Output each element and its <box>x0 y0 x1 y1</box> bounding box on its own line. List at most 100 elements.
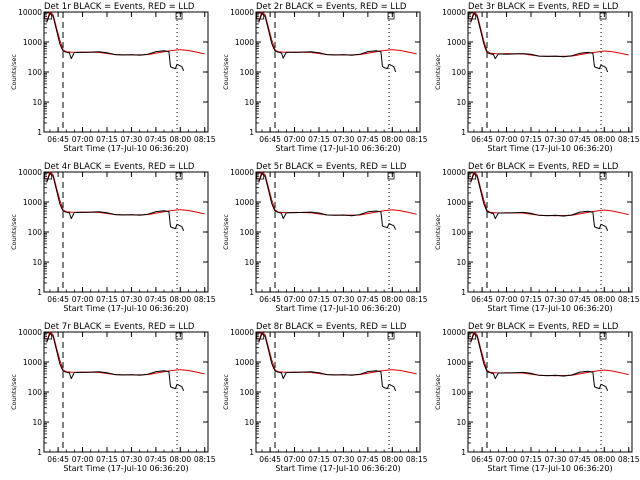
y-tick-label: 100 <box>452 68 467 77</box>
y-tick-label: 10000 <box>442 328 466 337</box>
box-marker-end <box>387 332 395 340</box>
detector-panel: Det 2r BLACK = Events, RED = LLD 1 10 100 10… <box>222 2 428 153</box>
y-tick-label: 1000 <box>23 358 42 367</box>
x-tick-label: 08:15 <box>194 455 216 464</box>
x-tick-label: 07:30 <box>545 455 567 464</box>
x-tick-label: 08:15 <box>194 135 216 144</box>
x-tick-label: 07:30 <box>121 135 143 144</box>
y-tick-label: 100 <box>28 228 43 237</box>
y-tick-label: 10 <box>456 418 466 427</box>
detector-panel: Det 7r BLACK = Events, RED = LLD 1 10 100 10… <box>10 322 216 473</box>
y-axis-label: Counts/sec <box>10 214 18 250</box>
box-marker-end <box>599 12 607 20</box>
x-axis-label: Start Time (17-Jul-10 06:36:20) <box>63 144 188 153</box>
x-tick-label: 07:30 <box>545 295 567 304</box>
y-tick-label: 10 <box>32 418 42 427</box>
box-marker-end <box>599 332 607 340</box>
lld-series-line <box>470 331 629 377</box>
y-tick-label: 1000 <box>447 38 466 47</box>
y-tick-label: 1 <box>249 448 254 457</box>
y-axis-label: Counts/sec <box>10 374 18 410</box>
y-tick-label: 1 <box>249 128 254 137</box>
y-tick-label: 100 <box>452 228 467 237</box>
x-tick-label: 07:45 <box>569 295 591 304</box>
y-tick-label: 1 <box>461 288 466 297</box>
y-tick-label: 100 <box>28 68 43 77</box>
x-tick-label: 08:15 <box>618 295 640 304</box>
y-axis-label: Counts/sec <box>10 54 18 90</box>
x-tick-label: 08:15 <box>194 295 216 304</box>
y-tick-label: 1000 <box>235 358 254 367</box>
y-axis-label: Counts/sec <box>222 214 230 250</box>
x-tick-label: 07:45 <box>145 135 167 144</box>
x-tick-label: 08:15 <box>618 455 640 464</box>
x-tick-label: 07:00 <box>496 455 518 464</box>
y-tick-label: 100 <box>240 68 255 77</box>
y-tick-label: 1000 <box>23 198 42 207</box>
x-tick-label: 07:30 <box>333 135 355 144</box>
x-tick-label: 08:15 <box>406 135 428 144</box>
y-tick-label: 10000 <box>18 8 42 17</box>
events-series-line <box>470 332 609 391</box>
events-series-line <box>258 332 397 391</box>
panel-title: Det 6r BLACK = Events, RED = LLD <box>468 162 619 172</box>
panel-title: Det 5r BLACK = Events, RED = LLD <box>256 162 407 172</box>
y-tick-label: 100 <box>452 388 467 397</box>
y-tick-label: 1 <box>249 288 254 297</box>
detector-panel: Det 8r BLACK = Events, RED = LLD 1 10 100 10… <box>222 322 428 473</box>
y-tick-label: 1 <box>461 448 466 457</box>
x-tick-label: 08:00 <box>169 455 191 464</box>
box-marker-end <box>387 12 395 20</box>
detector-panel: Det 4r BLACK = Events, RED = LLD 1 10 100 10… <box>10 162 216 313</box>
y-tick-label: 1000 <box>447 358 466 367</box>
x-tick-label: 07:45 <box>145 455 167 464</box>
x-tick-label: 07:15 <box>308 295 330 304</box>
x-axis-label: Start Time (17-Jul-10 06:36:20) <box>63 464 188 473</box>
x-tick-label: 07:30 <box>545 135 567 144</box>
lld-series-line <box>46 11 205 56</box>
x-tick-label: 08:00 <box>593 455 615 464</box>
x-axis-label: Start Time (17-Jul-10 06:36:20) <box>487 464 612 473</box>
y-tick-label: 10 <box>244 258 254 267</box>
x-tick-label: 07:00 <box>496 295 518 304</box>
y-tick-label: 1000 <box>235 198 254 207</box>
x-tick-label: 08:15 <box>406 455 428 464</box>
x-tick-label: 06:45 <box>259 455 281 464</box>
x-tick-label: 07:15 <box>520 135 542 144</box>
y-tick-label: 1000 <box>235 38 254 47</box>
x-tick-label: 08:00 <box>381 135 403 144</box>
x-tick-label: 07:30 <box>333 455 355 464</box>
x-axis-label: Start Time (17-Jul-10 06:36:20) <box>275 464 400 473</box>
events-series-line <box>470 12 609 73</box>
events-series-line <box>46 172 185 231</box>
y-tick-label: 10000 <box>230 168 254 177</box>
y-tick-label: 10000 <box>230 328 254 337</box>
x-tick-label: 07:15 <box>96 135 118 144</box>
x-tick-label: 07:00 <box>496 135 518 144</box>
x-tick-label: 07:00 <box>72 135 94 144</box>
events-series-line <box>470 172 609 231</box>
lld-series-line <box>46 331 205 376</box>
lld-series-line <box>46 171 205 216</box>
y-tick-label: 10000 <box>442 168 466 177</box>
x-axis-label: Start Time (17-Jul-10 06:36:20) <box>63 304 188 313</box>
x-tick-label: 08:00 <box>381 295 403 304</box>
panel-title: Det 1r BLACK = Events, RED = LLD <box>44 2 195 12</box>
x-tick-label: 07:00 <box>284 295 306 304</box>
y-tick-label: 1000 <box>23 38 42 47</box>
x-tick-label: 07:30 <box>333 295 355 304</box>
x-axis-label: Start Time (17-Jul-10 06:36:20) <box>275 144 400 153</box>
panel-title: Det 7r BLACK = Events, RED = LLD <box>44 322 195 332</box>
panel-title: Det 8r BLACK = Events, RED = LLD <box>256 322 407 332</box>
x-tick-label: 07:00 <box>284 135 306 144</box>
y-tick-label: 10 <box>32 258 42 267</box>
x-tick-label: 07:15 <box>308 135 330 144</box>
lld-series-line <box>258 171 417 216</box>
panel-title: Det 4r BLACK = Events, RED = LLD <box>44 162 195 172</box>
lld-series-line <box>258 331 417 376</box>
x-tick-label: 07:00 <box>72 455 94 464</box>
x-tick-label: 07:30 <box>121 455 143 464</box>
x-tick-label: 06:45 <box>47 295 69 304</box>
